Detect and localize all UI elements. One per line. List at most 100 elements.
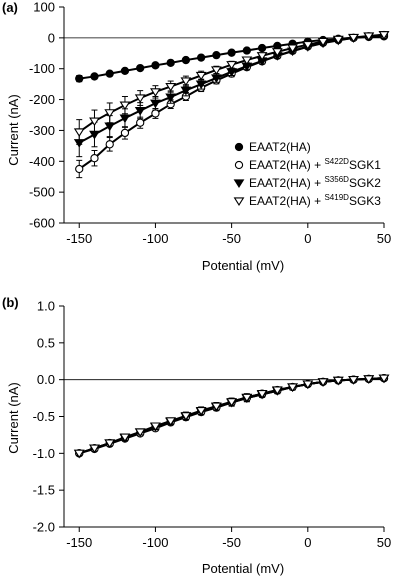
panel-b-data-point <box>271 386 283 395</box>
panel-b-data-point <box>332 376 344 386</box>
panel-a-data-point <box>151 61 160 70</box>
panel-a-data-point <box>119 114 131 124</box>
panel-a-data-point <box>134 107 146 116</box>
panel-b-y-axis-title: Current (nA) <box>6 382 21 454</box>
panel-a-data-point <box>119 101 131 111</box>
panel-b-data-point <box>241 393 253 403</box>
panel-b-data-point <box>302 380 314 390</box>
panel-b-x-tick-label: -100 <box>142 535 168 550</box>
panel-b-axes: 1.0 0.5 0.0 -0.5 -1.0 -1.5 -2.0 -150 -100 -50 0 50 <box>33 299 392 551</box>
panel-b-data-point <box>226 398 238 407</box>
panel-a-data-point <box>196 53 206 62</box>
panel-b-data-point <box>180 412 192 421</box>
legend-item: EAAT2(HA) <box>234 140 311 154</box>
panel-b-x-tick-label: -150 <box>66 535 92 550</box>
panel-a-data-point <box>104 109 116 118</box>
panel-b-data-point <box>73 449 85 459</box>
legend-label-superscript: S422D <box>324 157 349 166</box>
panel-a-series <box>73 30 390 179</box>
panel-b-y-tick-label: 1.0 <box>37 299 55 314</box>
legend-item: EAAT2(HA) + S419DSGK3 <box>233 193 381 208</box>
panel-a-x-tick-label: -100 <box>142 231 168 246</box>
panel-a-y-tick-label: -600 <box>29 216 55 231</box>
panel-a-data-point <box>165 82 177 92</box>
panel-a-y-tick-label: -200 <box>29 92 55 107</box>
panel-a-data-point <box>120 128 130 138</box>
panel-a-data-point <box>378 31 390 40</box>
panel-b-y-tick-label: -1.5 <box>33 483 55 498</box>
panel-a-data-point <box>150 99 161 109</box>
panel-a-y-tick-label: 0 <box>48 30 55 45</box>
panel-b-data-point <box>210 402 222 412</box>
panel-b-series-2 <box>75 374 389 458</box>
panel-a-y-axis-title: Current (nA) <box>6 94 21 166</box>
panel-b-label: (b) <box>2 295 19 310</box>
panel-a-data-point <box>104 122 116 132</box>
panel-a-y-tick-label: -300 <box>29 123 55 138</box>
panel-a-data-point <box>89 117 100 127</box>
panel-b-data-point <box>378 374 390 384</box>
panel-a-data-point <box>212 50 221 60</box>
panel-b-data-point <box>195 406 207 416</box>
panel-b-y-tick-label: 0.5 <box>37 335 55 350</box>
panel-a-y-tick-label: -100 <box>29 61 55 76</box>
panel-a-data-point <box>180 86 192 96</box>
panel-a-data-point <box>150 88 161 97</box>
legend-label-suffix: SGK2 <box>349 176 381 190</box>
panel-b-data-point <box>119 433 131 443</box>
legend-item: EAAT2(HA) + S422DSGK1 <box>234 157 381 172</box>
panel-a-x-tick-label: 0 <box>304 231 311 246</box>
legend-label-suffix: SGK1 <box>349 158 381 172</box>
panel-b-series <box>73 374 390 459</box>
panel-a-data-point <box>241 56 253 66</box>
panel-b-series-3 <box>73 374 390 459</box>
panel-a-label: (a) <box>2 0 18 15</box>
panel-b-data-point <box>165 417 177 426</box>
panel-a-data-point <box>75 74 84 83</box>
panel-a-data-point <box>105 140 114 149</box>
panel-b-data-point <box>287 383 298 393</box>
legend-marker <box>234 160 244 170</box>
panel-b-chart: (b) 1.0 0.5 0.0 -0.5 -1.0 -1.5 -2.0 -150 -100 -50… <box>2 295 391 576</box>
panel-b-data-point <box>134 428 146 437</box>
panel-a-data-point <box>242 46 252 55</box>
panel-a-data-point <box>227 48 236 57</box>
panel-a-legend: EAAT2(HA)EAAT2(HA) + S422DSGK1EAAT2(HA) … <box>233 140 381 208</box>
panel-b-y-tick-label: -2.0 <box>33 520 55 535</box>
panel-b-series-1 <box>75 374 389 458</box>
panel-a-data-point <box>151 109 160 118</box>
panel-a-data-point <box>181 55 191 65</box>
panel-b-y-tick-label: -1.0 <box>33 446 55 461</box>
legend-label: EAAT2(HA) + S356DSGK2 <box>249 175 381 190</box>
panel-b-x-tick-label: 0 <box>304 535 311 550</box>
panel-a-x-tick-label: 50 <box>377 231 391 246</box>
panel-b-x-axis-title: Potential (mV) <box>202 561 284 576</box>
panel-a-x-axis-title: Potential (mV) <box>202 258 284 273</box>
panel-a-y-tick-label: -500 <box>29 185 55 200</box>
legend-marker <box>234 142 244 152</box>
panel-a-data-point <box>210 66 222 75</box>
legend-label: EAAT2(HA) + S422DSGK1 <box>249 157 381 172</box>
legend-label-prefix: EAAT2(HA) + <box>249 194 324 208</box>
legend-label: EAAT2(HA) + S419DSGK3 <box>249 193 381 208</box>
panel-b-data-point <box>363 375 375 384</box>
panel-b-y-tick-label: -0.5 <box>33 409 55 424</box>
panel-b-data-point <box>317 378 329 387</box>
legend-label-prefix: EAAT2(HA) <box>249 140 311 154</box>
panel-a-data-point <box>120 66 130 76</box>
panel-a-data-point <box>166 58 175 68</box>
legend-label-prefix: EAAT2(HA) + <box>249 176 324 190</box>
panel-a-data-point <box>317 37 329 47</box>
legend-label-superscript: S419D <box>324 193 349 202</box>
panel-b-y-tick-label: 0.0 <box>37 372 55 387</box>
panel-b-data-point <box>256 390 268 399</box>
panel-a-data-point <box>90 72 99 81</box>
legend-label-prefix: EAAT2(HA) + <box>249 158 324 172</box>
panel-a-data-point <box>271 48 283 57</box>
panel-a-data-point <box>256 52 268 61</box>
panel-a-data-point <box>363 32 375 42</box>
panel-b-x-tick-label: 50 <box>377 535 391 550</box>
